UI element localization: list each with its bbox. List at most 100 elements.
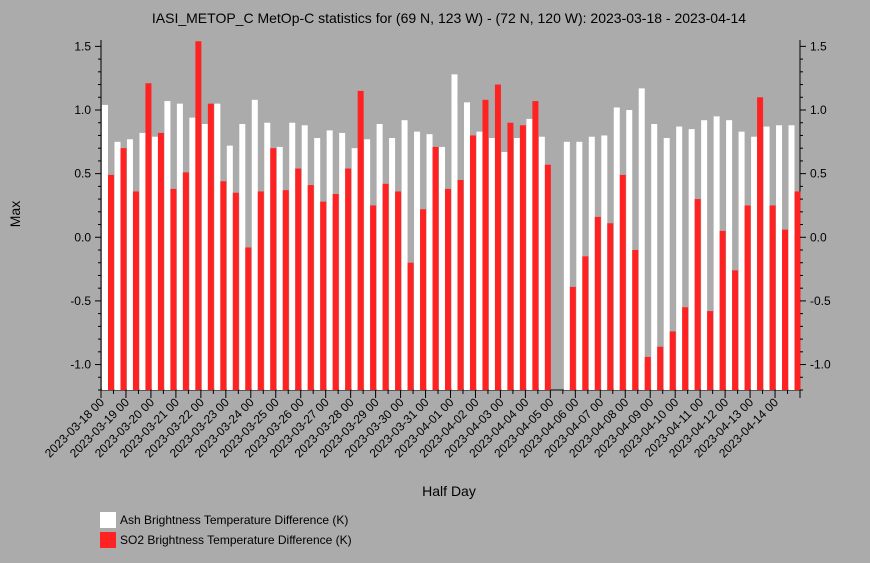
- y-tick-label-left: 0.5: [74, 167, 91, 181]
- ash-bar: [588, 136, 595, 390]
- so2-bar: [682, 307, 689, 390]
- ash-bar: [151, 136, 158, 390]
- so2-bar: [207, 103, 214, 391]
- ash-bar: [426, 134, 433, 390]
- so2-bar: [532, 101, 539, 390]
- ash-bar: [289, 122, 296, 391]
- ash-bar: [526, 118, 533, 390]
- legend-swatch-so2: [100, 532, 116, 548]
- so2-bar: [132, 191, 139, 390]
- ash-bar: [276, 146, 283, 390]
- ash-bar: [351, 148, 358, 390]
- ash-bar: [376, 124, 383, 390]
- ash-bar: [701, 120, 708, 390]
- y-tick-label-right: 1.0: [810, 103, 827, 117]
- ash-bar: [751, 136, 758, 390]
- so2-bar: [357, 90, 364, 390]
- y-tick-label-left: 1.0: [74, 103, 91, 117]
- bars: [102, 41, 801, 391]
- so2-bar: [544, 164, 551, 390]
- so2-bar: [457, 180, 464, 390]
- so2-bar: [307, 185, 314, 390]
- so2-bar: [445, 188, 452, 390]
- ash-bar: [414, 131, 421, 391]
- ash-bar: [676, 126, 683, 390]
- ash-bar: [364, 139, 371, 390]
- ash-bar: [164, 101, 171, 390]
- ash-bar: [264, 122, 271, 391]
- so2-bar: [145, 83, 152, 390]
- so2-bar: [694, 199, 701, 390]
- so2-bar: [245, 247, 252, 390]
- so2-bar: [469, 135, 476, 390]
- y-tick-label-right: 0.0: [810, 230, 827, 244]
- ash-bar: [601, 135, 608, 390]
- so2-bar: [370, 205, 377, 390]
- ash-bar: [326, 130, 333, 390]
- ticks: 1.5 1.5 1.0 1.0 0.5 0.5 0.0 0.0 -0.5 -0.5 -1.0 -1.0…: [42, 39, 831, 460]
- y-tick-label-left: -0.5: [70, 294, 91, 308]
- so2-bar: [320, 201, 327, 390]
- legend: Ash Brightness Temperature Difference (K…: [100, 512, 352, 548]
- ash-bar: [214, 103, 221, 391]
- ash-bar: [501, 152, 508, 390]
- y-tick-label-left: 0.0: [74, 230, 91, 244]
- so2-bar: [719, 230, 726, 390]
- so2-bar: [632, 250, 639, 390]
- so2-bar: [594, 216, 601, 390]
- ash-bar: [239, 124, 246, 390]
- so2-bar: [669, 331, 676, 390]
- so2-bar: [407, 262, 414, 390]
- chart-title: IASI_METOP_C MetOp-C statistics for (69 …: [152, 10, 746, 26]
- ash-bar: [439, 146, 446, 390]
- ash-bar: [613, 107, 620, 391]
- y-tick-label-left: -1.0: [70, 358, 91, 372]
- so2-bar: [345, 168, 352, 390]
- ash-bar: [776, 125, 783, 390]
- so2-bar: [108, 174, 114, 390]
- ash-bar: [114, 141, 121, 390]
- so2-bar: [744, 205, 751, 390]
- ash-bar: [538, 136, 545, 390]
- ash-bar: [389, 138, 396, 390]
- ash-bar: [463, 102, 470, 390]
- y-tick-label-right: 1.5: [810, 39, 827, 53]
- so2-bar: [619, 174, 626, 390]
- so2-bar: [270, 148, 277, 390]
- y-tick-label-right: 0.5: [810, 167, 827, 181]
- ash-bar: [663, 138, 670, 390]
- ash-bar: [788, 125, 795, 390]
- ash-bar: [576, 141, 583, 390]
- so2-bar: [432, 146, 439, 390]
- ash-bar: [301, 125, 308, 390]
- so2-bar: [382, 183, 389, 390]
- y-tick-label-right: -0.5: [810, 294, 831, 308]
- so2-bar: [220, 181, 227, 390]
- so2-bar: [195, 41, 202, 390]
- ash-bar: [102, 104, 108, 390]
- ash-bar: [626, 110, 633, 390]
- so2-bar: [732, 270, 739, 390]
- so2-bar: [657, 346, 664, 390]
- ash-bar: [201, 124, 208, 390]
- ash-bar: [688, 129, 695, 390]
- so2-bar: [507, 122, 514, 391]
- ash-bar: [451, 74, 458, 390]
- ash-bar: [314, 138, 321, 390]
- legend-label-ash: Ash Brightness Temperature Difference (K…: [120, 513, 348, 527]
- so2-bar: [707, 311, 714, 390]
- ash-bar: [763, 126, 770, 390]
- so2-bar: [644, 356, 651, 390]
- so2-bar: [782, 229, 789, 390]
- so2-bar: [295, 168, 302, 390]
- ash-bar: [563, 141, 570, 390]
- ash-bar: [339, 132, 346, 390]
- so2-bar: [170, 188, 177, 390]
- so2-bar: [157, 132, 164, 390]
- so2-bar: [569, 286, 576, 390]
- ash-bar: [126, 139, 133, 390]
- ash-bar: [738, 131, 745, 391]
- so2-bar: [120, 148, 127, 390]
- so2-bar: [420, 209, 427, 390]
